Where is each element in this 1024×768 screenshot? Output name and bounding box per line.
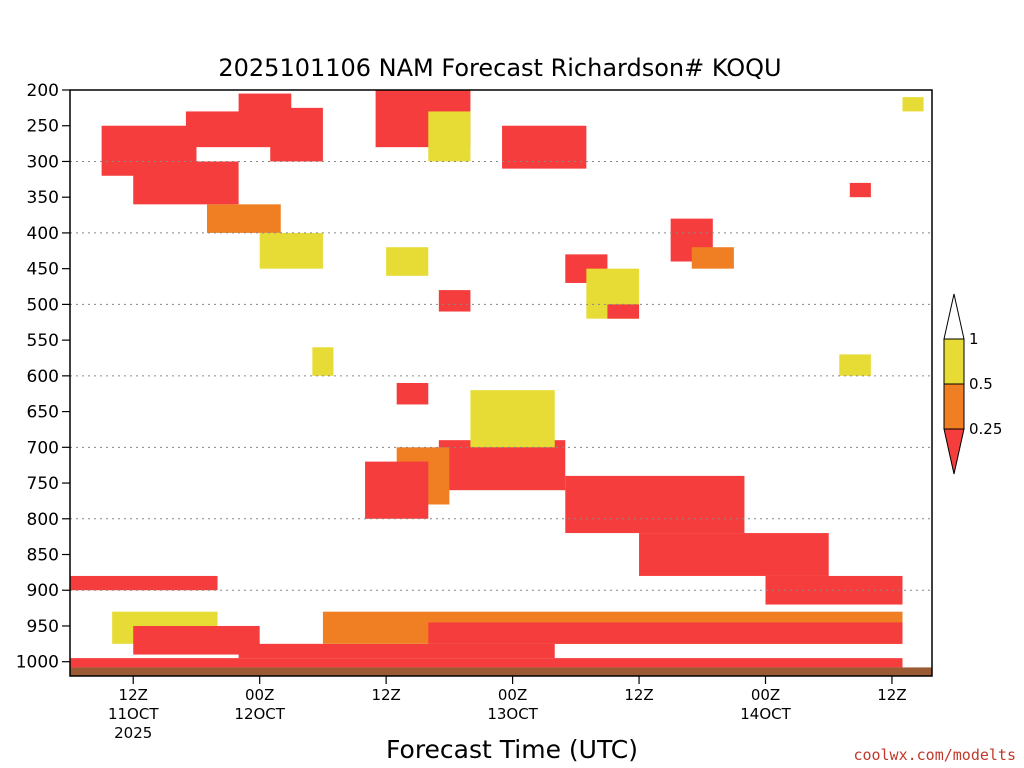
y-axis: 200 250 300 350 400 450 500 550 600 650 700 750 800 8… bbox=[16, 81, 70, 673]
heatmap-region-0 bbox=[70, 658, 903, 668]
y-tick-label: 450 bbox=[27, 260, 59, 280]
heatmap-region-33 bbox=[312, 347, 334, 376]
ground-band bbox=[70, 667, 932, 676]
y-tick-label: 300 bbox=[27, 152, 59, 172]
heatmap-region-13 bbox=[365, 461, 429, 519]
x-tick-label: 00Z bbox=[751, 686, 780, 704]
heatmap-cells bbox=[70, 90, 932, 676]
heatmap-region-22 bbox=[259, 232, 323, 269]
y-tick-label: 850 bbox=[27, 546, 59, 566]
gridlines bbox=[70, 160, 932, 591]
y-tick-label: 900 bbox=[27, 581, 59, 601]
y-tick-label: 950 bbox=[27, 617, 59, 637]
x-tick-label: 13OCT bbox=[487, 705, 538, 723]
y-tick-label: 650 bbox=[27, 403, 59, 423]
y-tick-label: 400 bbox=[27, 224, 59, 244]
chart-title: 2025101106 NAM Forecast Richardson# KOQU bbox=[218, 54, 781, 82]
y-tick-label: 800 bbox=[27, 510, 59, 530]
x-tick-label: 00Z bbox=[498, 686, 527, 704]
heatmap-region-15 bbox=[133, 161, 239, 205]
heatmap-region-34 bbox=[396, 383, 429, 405]
legend-label: 0.5 bbox=[969, 375, 993, 393]
x-tick-label: 2025 bbox=[114, 724, 152, 742]
y-tick-label: 500 bbox=[27, 295, 59, 315]
heatmap-region-20 bbox=[502, 125, 587, 169]
x-tick-label: 12Z bbox=[371, 686, 400, 704]
heatmap-region-10 bbox=[438, 440, 566, 491]
y-tick-label: 750 bbox=[27, 474, 59, 494]
x-tick-label: 12Z bbox=[624, 686, 653, 704]
y-tick-label: 700 bbox=[27, 438, 59, 458]
colorbar-legend: 1 0.5 0.25 bbox=[943, 293, 1002, 475]
heatmap-region-1 bbox=[238, 643, 555, 659]
x-axis-label: Forecast Time (UTC) bbox=[386, 735, 638, 764]
x-tick-label: 12Z bbox=[877, 686, 906, 704]
x-tick-label: 14OCT bbox=[740, 705, 791, 723]
y-tick-label: 1000 bbox=[16, 653, 59, 673]
heatmap-region-8 bbox=[639, 533, 829, 576]
y-tick-label: 250 bbox=[27, 117, 59, 137]
heatmap-region-25 bbox=[691, 247, 734, 269]
x-tick-label: 11OCT bbox=[108, 705, 159, 723]
legend-bin-0.5-1 bbox=[943, 338, 965, 385]
heatmap-region-4 bbox=[70, 575, 218, 591]
heatmap-region-21 bbox=[206, 204, 281, 233]
legend-arrow-bottom bbox=[943, 428, 965, 475]
y-tick-label: 600 bbox=[27, 367, 59, 387]
heatmap-region-23 bbox=[428, 111, 471, 162]
x-tick-label: 00Z bbox=[245, 686, 274, 704]
heatmap-region-3 bbox=[428, 622, 903, 644]
heatmap-region-29 bbox=[902, 97, 924, 112]
x-tick-label: 12Z bbox=[119, 686, 148, 704]
y-tick-label: 350 bbox=[27, 188, 59, 208]
legend-bin-0.25-0.5 bbox=[943, 383, 965, 430]
heatmap-region-28 bbox=[607, 304, 640, 319]
heatmap-region-35 bbox=[839, 354, 871, 376]
y-tick-label: 550 bbox=[27, 331, 59, 351]
legend-label: 1 bbox=[969, 330, 979, 348]
heatmap-region-7 bbox=[565, 475, 745, 534]
heatmap-region-31 bbox=[386, 247, 429, 276]
heatmap-region-32 bbox=[438, 290, 471, 312]
credit-text: coolwx.com/modelts bbox=[853, 746, 1016, 764]
y-tick-label: 200 bbox=[27, 81, 59, 101]
x-tick-label: 12OCT bbox=[234, 705, 285, 723]
plot-frame bbox=[69, 89, 933, 677]
heatmap-region-12 bbox=[470, 390, 555, 448]
heatmap-region-6 bbox=[133, 625, 260, 655]
legend-label: 0.25 bbox=[969, 420, 1002, 438]
heatmap-region-18 bbox=[270, 107, 323, 162]
legend-arrow-top bbox=[943, 293, 965, 340]
heatmap-region-30 bbox=[849, 182, 871, 198]
